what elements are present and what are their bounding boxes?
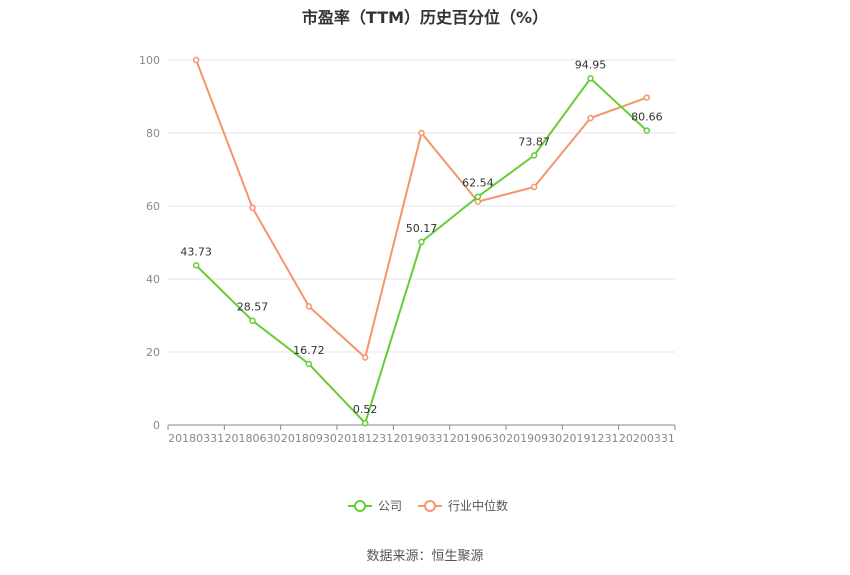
y-tick-label: 80: [146, 127, 160, 140]
data-point: [305, 360, 313, 368]
data-point: [305, 303, 313, 310]
x-tick-label: 20191231: [563, 432, 619, 445]
data-label: 80.66: [631, 111, 663, 124]
data-point: [530, 152, 538, 159]
data-point: [361, 354, 369, 361]
legend-label: 行业中位数: [448, 498, 508, 513]
data-label: 73.87: [518, 135, 550, 148]
y-tick-label: 100: [139, 54, 160, 67]
y-tick-label: 60: [146, 200, 160, 213]
y-tick-label: 40: [146, 273, 160, 286]
x-tick-label: 20190630: [450, 432, 506, 445]
data-point: [192, 262, 200, 269]
x-tick-label: 20190930: [506, 432, 562, 445]
data-point: [249, 204, 256, 212]
data-label: 94.95: [575, 58, 607, 71]
legend-swatch-marker: [354, 500, 366, 512]
data-label: 43.73: [180, 245, 212, 258]
data-source: 数据来源：恒生聚源: [366, 549, 484, 564]
x-tick-label: 20181231: [337, 432, 393, 445]
data-point: [643, 127, 651, 134]
data-point: [587, 114, 594, 122]
x-tick-label: 20180930: [281, 432, 337, 445]
data-point: [530, 183, 538, 191]
legend-label: 公司: [378, 499, 402, 513]
y-tick-label: 20: [146, 346, 160, 359]
data-point: [643, 94, 651, 101]
x-tick-label: 20180331: [168, 432, 224, 445]
y-tick-label: 0: [153, 419, 160, 432]
data-label: 28.57: [237, 301, 269, 314]
data-point: [418, 238, 425, 246]
x-tick-label: 20180630: [225, 432, 281, 445]
data-label: 62.54: [462, 177, 494, 190]
data-point: [418, 129, 425, 137]
x-tick-label: 20190331: [394, 432, 450, 445]
x-tick-label: 20200331: [619, 432, 675, 445]
data-label: 16.72: [293, 344, 325, 357]
chart-title: 市盈率（TTM）历史百分位（%）: [301, 8, 549, 27]
data-point: [474, 193, 482, 200]
data-label: 0.52: [353, 403, 378, 416]
data-label: 50.17: [406, 222, 438, 235]
legend-swatch-marker: [424, 500, 436, 512]
data-point: [249, 317, 256, 324]
data-point: [587, 75, 594, 82]
data-point: [192, 56, 200, 64]
data-point: [361, 419, 369, 427]
